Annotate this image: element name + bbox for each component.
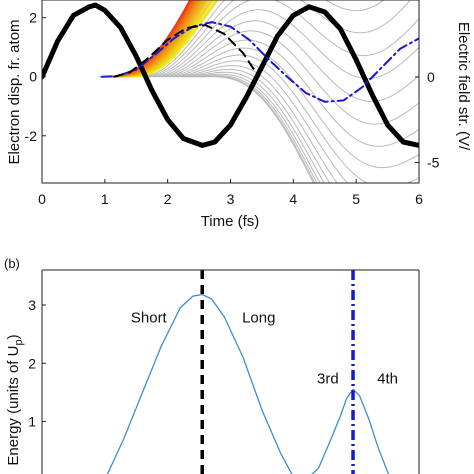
background-trajectory bbox=[172, 60, 349, 183]
returning-trajectory bbox=[133, 0, 216, 78]
panel-b-annotations: Short Long 3rd 4th bbox=[131, 309, 398, 387]
energy-axis-label: Energy (units of Up) bbox=[5, 334, 25, 465]
panel-a-x-ticks: 0 1 2 3 4 5 6 bbox=[38, 179, 423, 207]
panel-a: 0 1 2 3 4 5 6 2 0 -2 0 -5 Time (fs) Electron disp… bbox=[6, 0, 472, 230]
returning-trajectory bbox=[131, 0, 212, 78]
panel-label: (b) bbox=[4, 256, 20, 271]
background-trajectory bbox=[184, 71, 325, 183]
background-trajectory bbox=[180, 68, 331, 183]
trajectory-band bbox=[98, 0, 419, 183]
short-trajectory-line bbox=[113, 24, 260, 78]
background-trajectory bbox=[150, 9, 419, 80]
returning-trajectory bbox=[117, 0, 198, 78]
y2-tick-label: 0 bbox=[427, 69, 435, 85]
returning-trajectory bbox=[127, 0, 208, 78]
x-tick-label: 6 bbox=[415, 191, 423, 207]
region-annotation: 4th bbox=[377, 371, 398, 388]
panel-b-y-ticks: 3 2 1 bbox=[28, 297, 46, 430]
region-annotation: Short bbox=[131, 309, 168, 326]
background-trajectory bbox=[199, 76, 315, 183]
y2-axis-label: Electric field str. (V/ bbox=[455, 22, 472, 151]
background-trajectory bbox=[158, 30, 419, 125]
energy-curve bbox=[106, 293, 390, 474]
returning-trajectory bbox=[119, 0, 200, 78]
panel-a-y2-ticks: 0 -5 bbox=[415, 69, 440, 170]
region-annotation: Long bbox=[242, 309, 275, 326]
x-tick-label: 2 bbox=[164, 191, 172, 207]
background-trajectory bbox=[146, 0, 419, 78]
returning-trajectory bbox=[113, 0, 196, 78]
background-trajectory bbox=[191, 75, 318, 183]
returning-trajectory bbox=[118, 0, 199, 78]
background-trajectory bbox=[143, 0, 412, 78]
long-trajectory-line bbox=[100, 21, 419, 103]
returning-trajectory bbox=[132, 0, 214, 78]
region-annotation: 3rd bbox=[317, 371, 339, 388]
x-tick-label: 5 bbox=[352, 191, 360, 207]
returning-trajectory bbox=[120, 0, 201, 78]
background-trajectory bbox=[169, 54, 419, 183]
x-tick-label: 0 bbox=[38, 191, 46, 207]
background-trajectory bbox=[187, 73, 321, 183]
electric-field-line bbox=[42, 2, 419, 148]
returning-trajectory bbox=[115, 0, 197, 78]
panel-b: (b) 3 2 1 Short Long 3rd 4th Energy (units of… bbox=[4, 256, 420, 474]
x-tick-label: 4 bbox=[289, 191, 297, 207]
returning-trajectory bbox=[124, 0, 205, 78]
background-trajectory bbox=[161, 39, 419, 147]
panel-b-series bbox=[106, 270, 390, 474]
returning-trajectory bbox=[136, 0, 220, 78]
y-tick-label: -2 bbox=[25, 128, 38, 144]
x-tick-label: 3 bbox=[227, 191, 235, 207]
panel-a-y-ticks: 2 0 -2 bbox=[25, 10, 46, 144]
returning-trajectory bbox=[123, 0, 204, 78]
panel-a-series bbox=[42, 2, 419, 148]
returning-trajectory bbox=[122, 0, 202, 78]
background-trajectory bbox=[176, 65, 338, 183]
y-tick-label: 2 bbox=[29, 10, 37, 26]
returning-trajectory bbox=[128, 0, 209, 78]
energy-tick-label: 3 bbox=[28, 297, 36, 313]
x-axis-label: Time (fs) bbox=[201, 213, 260, 230]
y-tick-label: 0 bbox=[29, 69, 37, 85]
returning-trajectory bbox=[125, 0, 206, 78]
returning-trajectory bbox=[134, 0, 218, 78]
y-axis-label: Electron disp. fr. atom bbox=[6, 19, 23, 164]
energy-tick-label: 1 bbox=[28, 414, 36, 430]
background-trajectory bbox=[195, 75, 316, 183]
background-trajectory bbox=[139, 0, 385, 78]
y2-tick-label: -5 bbox=[427, 154, 440, 170]
x-tick-label: 1 bbox=[101, 191, 109, 207]
energy-tick-label: 2 bbox=[28, 355, 36, 371]
returning-trajectory bbox=[129, 0, 211, 78]
